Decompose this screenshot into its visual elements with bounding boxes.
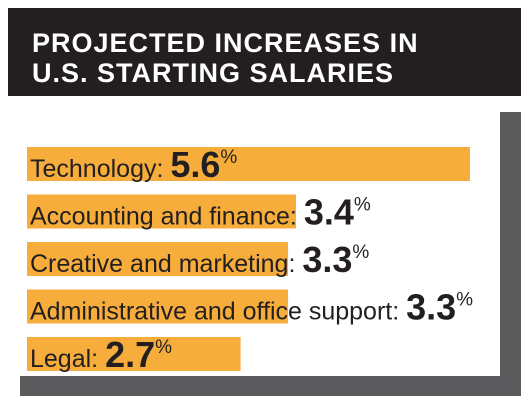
title-banner: PROJECTED INCREASES IN U.S. STARTING SAL… <box>8 8 521 96</box>
unit-label-2: % <box>352 242 369 263</box>
value-label-3: 3.3 <box>406 287 456 328</box>
category-label-0: Technology: <box>30 155 170 183</box>
bar-1 <box>27 194 296 229</box>
category-label-4: Legal: <box>30 345 105 373</box>
value-label-4: 2.7 <box>105 334 155 375</box>
value-label-2: 3.3 <box>302 239 352 280</box>
bar-0 <box>27 147 470 181</box>
value-label-1: 3.4 <box>304 192 354 233</box>
bar-3 <box>27 289 289 324</box>
unit-label-1: % <box>354 195 371 216</box>
bar-label-3: Administrative and office support: 3.3% <box>30 287 473 328</box>
value-label-0: 5.6 <box>170 144 220 185</box>
category-label-3: Administrative and office support: <box>30 298 406 326</box>
category-label-1: Accounting and finance: <box>30 203 304 231</box>
chart-panel <box>8 96 500 376</box>
bar-4 <box>27 337 241 371</box>
bar-label-1: Accounting and finance: 3.4% <box>30 192 371 233</box>
bar-label-4: Legal: 2.7% <box>30 334 172 375</box>
bar-2 <box>27 242 289 276</box>
unit-label-0: % <box>220 147 237 168</box>
unit-label-4: % <box>155 337 172 358</box>
category-label-2: Creative and marketing: <box>30 250 302 278</box>
bar-label-0: Technology: 5.6% <box>30 144 237 185</box>
unit-label-3: % <box>456 290 473 311</box>
bar-label-2: Creative and marketing: 3.3% <box>30 239 369 280</box>
chart-title-line-2: U.S. STARTING SALARIES <box>32 58 395 88</box>
chart-title-line-1: PROJECTED INCREASES IN <box>32 28 419 58</box>
